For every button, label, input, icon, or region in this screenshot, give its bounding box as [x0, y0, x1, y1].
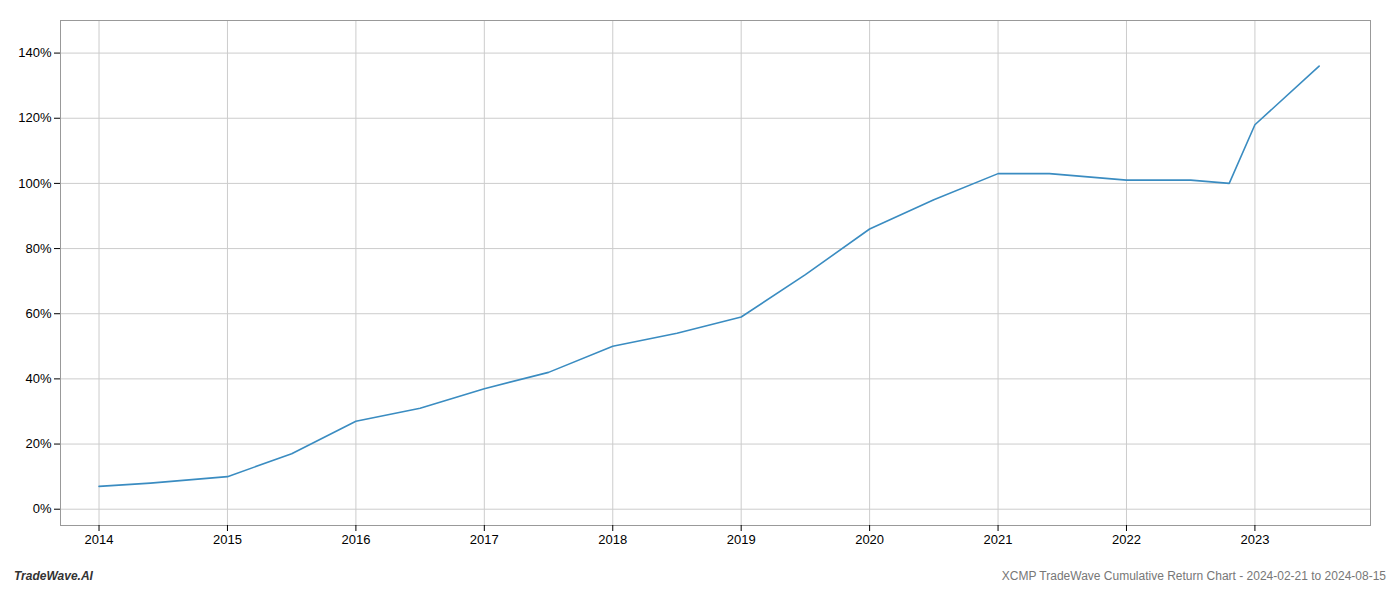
html-text:TradeWave.AI: TradeWave.AI — [14, 569, 93, 583]
svg-text:120%: 120% — [18, 110, 52, 125]
svg-text:2019: 2019 — [727, 532, 756, 547]
svg-text:2016: 2016 — [341, 532, 370, 547]
svg-text:100%: 100% — [18, 176, 52, 191]
svg-text:2023: 2023 — [1240, 532, 1269, 547]
svg-text:40%: 40% — [25, 371, 51, 386]
svg-text:2022: 2022 — [1112, 532, 1141, 547]
svg-text:140%: 140% — [18, 45, 52, 60]
svg-text:2014: 2014 — [85, 532, 114, 547]
svg-text:2015: 2015 — [213, 532, 242, 547]
svg-text:2017: 2017 — [470, 532, 499, 547]
svg-text:80%: 80% — [25, 241, 51, 256]
svg-text:20%: 20% — [25, 436, 51, 451]
svg-text:0%: 0% — [33, 501, 52, 516]
svg-text:2018: 2018 — [598, 532, 627, 547]
svg-text:2021: 2021 — [984, 532, 1013, 547]
svg-text:2020: 2020 — [855, 532, 884, 547]
html-text:XCMP TradeWave Cumulative Retu: XCMP TradeWave Cumulative Return Chart -… — [1001, 569, 1386, 583]
svg-text:60%: 60% — [25, 306, 51, 321]
